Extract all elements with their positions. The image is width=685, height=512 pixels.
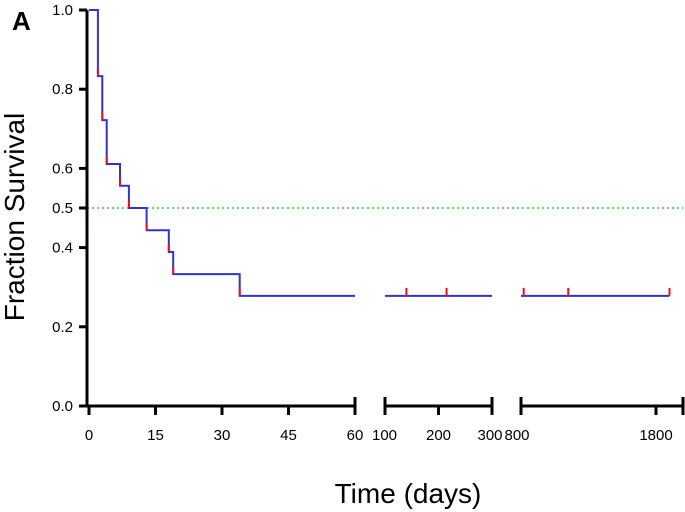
x-tick-label: 100 [372, 427, 397, 444]
x-tick-label: 30 [214, 427, 231, 444]
x-tick-label: 800 [504, 427, 529, 444]
marks-layer [96, 69, 671, 296]
y-tick-label: 0.4 [52, 240, 73, 257]
x-tick-label: 60 [347, 427, 364, 444]
survival-step-line [89, 9, 670, 297]
y-tick-label: 0.2 [52, 319, 73, 336]
y-tick-label: 0.0 [52, 398, 73, 415]
tick-labels-layer: 0.0 0.2 0.4 0.5 0.6 0.8 1.0 0 15 30 45 60 100 200 300 8… [52, 2, 673, 444]
axes-layer [79, 8, 685, 415]
y-tick-label: 1.0 [52, 2, 73, 19]
x-tick-label: 1800 [639, 427, 672, 444]
x-tick-label: 200 [426, 427, 451, 444]
x-tick-label: 15 [147, 427, 164, 444]
series-layer [89, 9, 670, 297]
y-tick-label: 0.6 [52, 160, 73, 177]
y-tick-label: 0.8 [52, 81, 73, 98]
x-tick-label: 300 [477, 427, 502, 444]
panel-label: A [12, 6, 31, 36]
y-tick-label: 0.5 [52, 200, 73, 217]
x-tick-label: 0 [85, 427, 93, 444]
x-tick-label: 45 [280, 427, 297, 444]
y-axis-title: Fraction Survival [0, 113, 30, 322]
x-axis-title: Time (days) [335, 478, 482, 509]
